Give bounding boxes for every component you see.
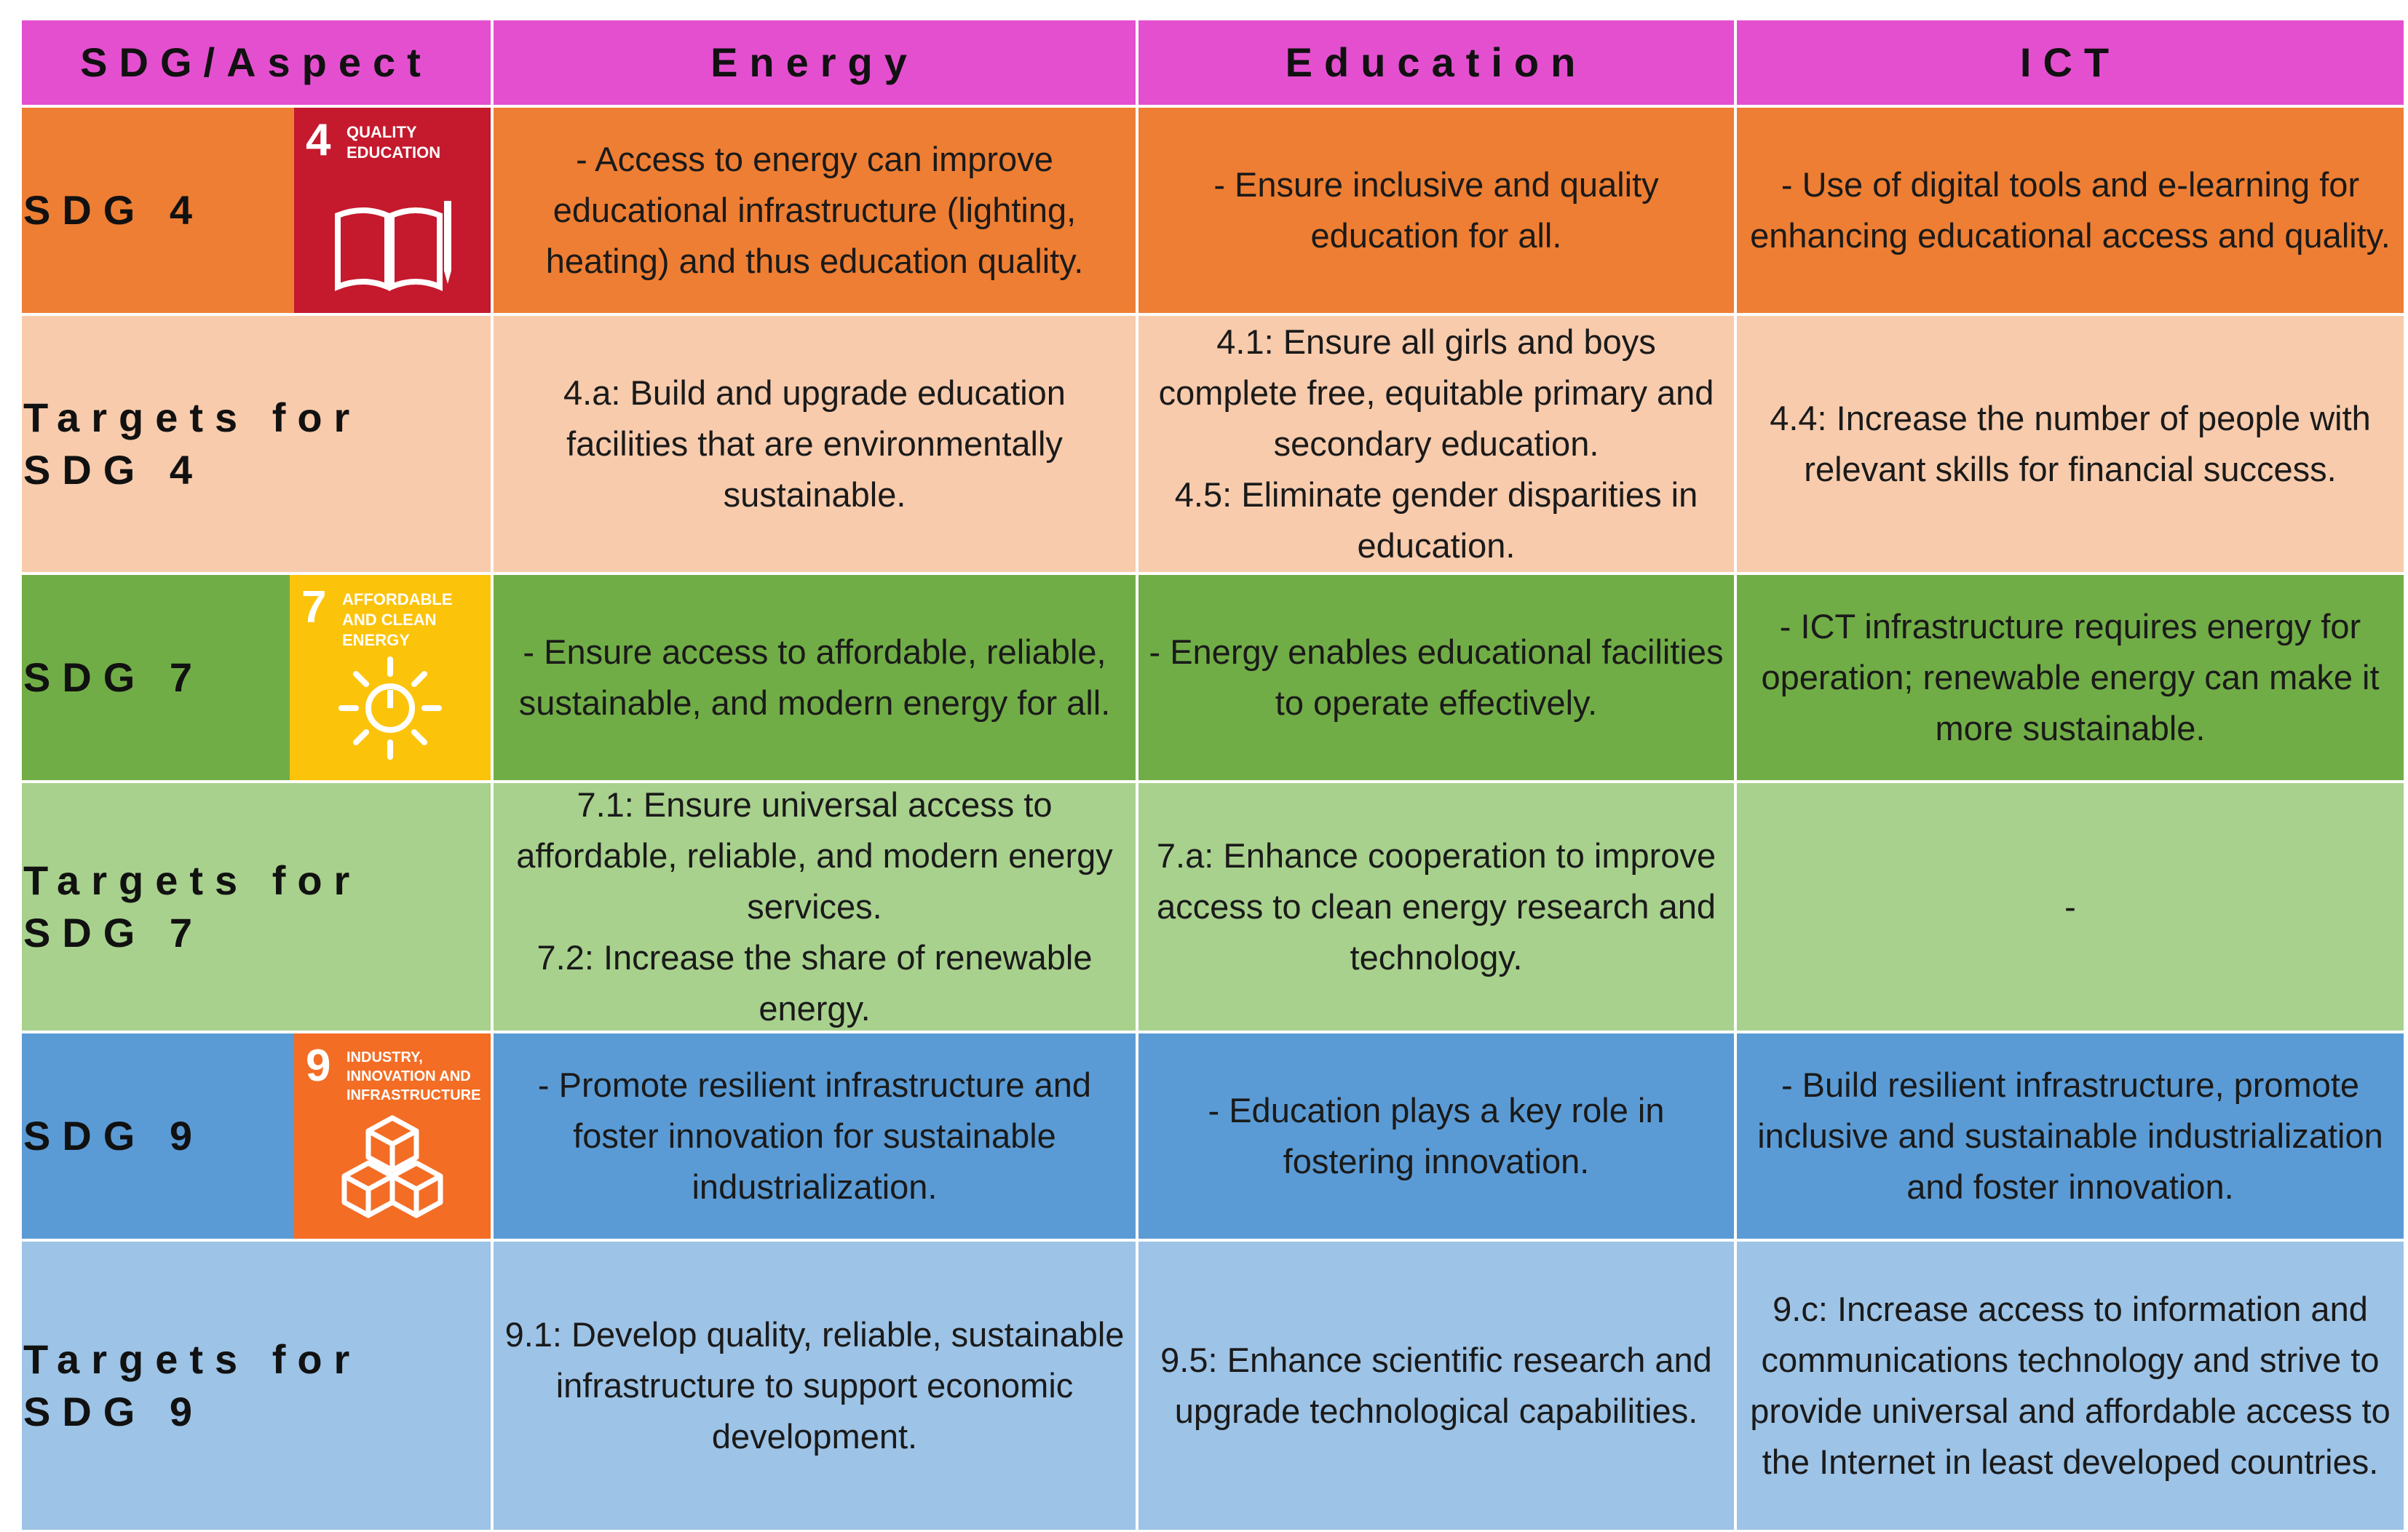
row-label-text: Targets for SDG 4 xyxy=(23,394,362,493)
sdg9-targets-energy: 9.1: Develop quality, reliable, sustaina… xyxy=(494,1242,1136,1530)
header-ict: ICT xyxy=(1737,20,2404,105)
open-book-pencil-icon xyxy=(335,201,451,292)
badge-title: INDUSTRY, INNOVATION AND INFRASTRUCTURE xyxy=(346,1049,481,1103)
row-label-sdg7: SDG 7 7 AFFORDABLE AND CLEAN ENERGY xyxy=(22,575,491,780)
sdg7-targets-energy: 7.1: Ensure universal access to affordab… xyxy=(494,783,1136,1031)
sdg9-badge: 9 INDUSTRY, INNOVATION AND INFRASTRUCTUR… xyxy=(294,1033,491,1239)
sun-power-icon xyxy=(338,656,442,760)
row-label-text: SDG 9 xyxy=(23,1113,205,1159)
badge-number: 7 xyxy=(301,582,327,632)
row-label-text: Targets for SDG 7 xyxy=(23,857,362,956)
sdg4-ict: - Use of digital tools and e-learning fo… xyxy=(1737,108,2404,313)
badge-title: AFFORDABLE AND CLEAN ENERGY xyxy=(342,590,453,649)
row-label-sdg4-targets: Targets for SDG 4 xyxy=(22,316,491,572)
row-label-sdg4: SDG 4 4 QUALITY EDUCATION xyxy=(22,108,491,313)
sdg9-ict: - Build resilient infrastructure, promot… xyxy=(1737,1033,2404,1239)
sdg-table: SDG/Aspect Energy Education ICT SDG 4 4 … xyxy=(22,20,2404,1530)
sdg7-education: - Energy enables educational facilities … xyxy=(1138,575,1734,780)
sdg7-targets-ict: - xyxy=(1737,783,2404,1031)
header-aspect: SDG/Aspect xyxy=(22,20,491,105)
sdg4-targets-energy: 4.a: Build and upgrade education facilit… xyxy=(494,316,1136,572)
sdg4-targets-education: 4.1: Ensure all girls and boys complete … xyxy=(1138,316,1734,572)
row-label-sdg9-targets: Targets for SDG 9 xyxy=(22,1242,491,1530)
row-label-text: Targets for SDG 9 xyxy=(23,1336,362,1434)
header-education: Education xyxy=(1138,20,1734,105)
row-label-sdg7-targets: Targets for SDG 7 xyxy=(22,783,491,1031)
sdg7-energy: - Ensure access to affordable, reliable,… xyxy=(494,575,1136,780)
sdg9-targets-education: 9.5: Enhance scientific research and upg… xyxy=(1138,1242,1734,1530)
badge-number: 9 xyxy=(306,1041,331,1091)
sdg7-badge: 7 AFFORDABLE AND CLEAN ENERGY xyxy=(290,575,491,780)
sdg7-targets-education: 7.a: Enhance cooperation to improve acce… xyxy=(1138,783,1734,1031)
sdg4-targets-ict: 4.4: Increase the number of people with … xyxy=(1737,316,2404,572)
header-energy: Energy xyxy=(494,20,1136,105)
badge-title: QUALITY EDUCATION xyxy=(346,123,441,162)
sdg7-ict: - ICT infrastructure requires energy for… xyxy=(1737,575,2404,780)
row-label-text: SDG 7 xyxy=(23,654,205,700)
sdg9-targets-ict: 9.c: Increase access to information and … xyxy=(1737,1242,2404,1530)
sdg9-energy: - Promote resilient infrastructure and f… xyxy=(494,1033,1136,1239)
row-label-sdg9: SDG 9 9 INDUSTRY, INNOVATION AND INFRAST… xyxy=(22,1033,491,1239)
sdg9-education: - Education plays a key role in fosterin… xyxy=(1138,1033,1734,1239)
cubes-icon xyxy=(341,1115,443,1218)
sdg4-education: - Ensure inclusive and quality education… xyxy=(1138,108,1734,313)
sdg4-energy: - Access to energy can improve education… xyxy=(494,108,1136,313)
row-label-text: SDG 4 xyxy=(23,187,205,233)
sdg4-badge: 4 QUALITY EDUCATION xyxy=(294,108,491,313)
badge-number: 4 xyxy=(306,115,331,165)
